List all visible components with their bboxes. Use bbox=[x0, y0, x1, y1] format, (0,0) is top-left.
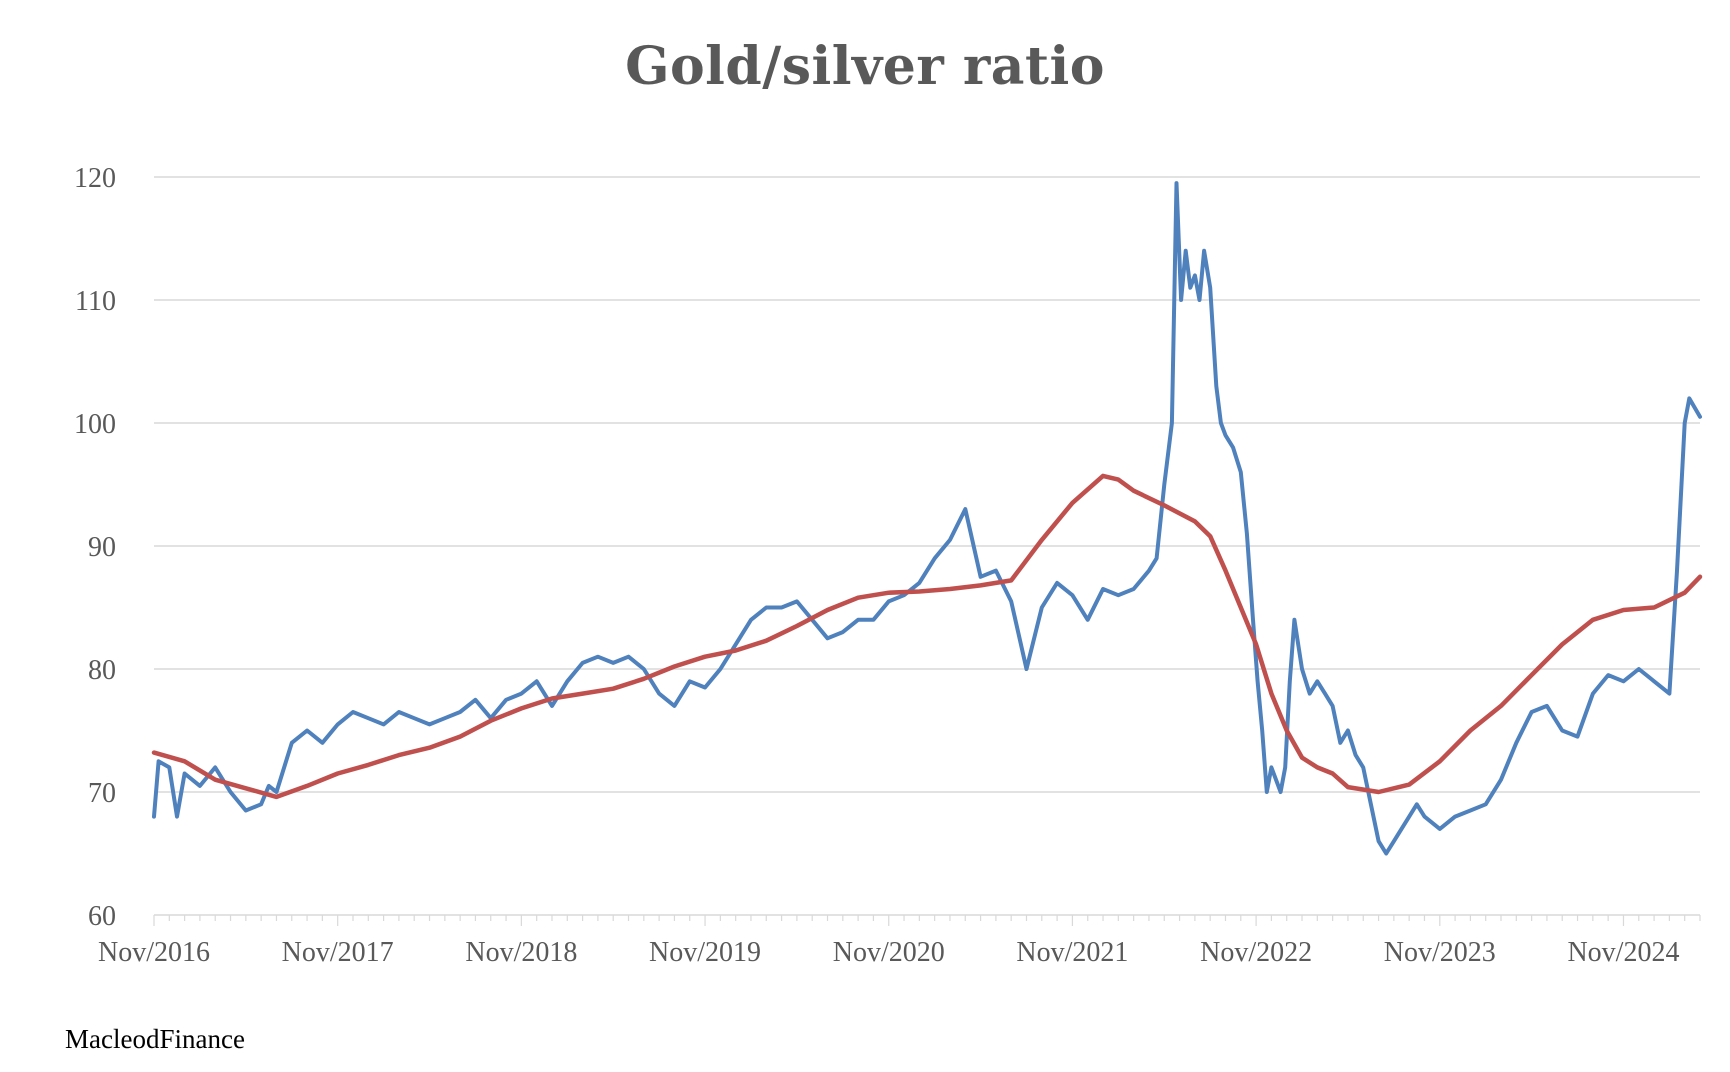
x-tick-label: Nov/2017 bbox=[282, 937, 394, 968]
y-tick-label: 80 bbox=[88, 655, 116, 686]
y-tick-label: 120 bbox=[74, 163, 116, 194]
y-tick-label: 70 bbox=[88, 778, 116, 809]
x-tick-label: Nov/2020 bbox=[833, 937, 945, 968]
x-tick-label: Nov/2018 bbox=[465, 937, 577, 968]
x-tick-label: Nov/2023 bbox=[1384, 937, 1496, 968]
series-line-moving-average bbox=[151, 473, 1703, 800]
x-tick-label: Nov/2022 bbox=[1200, 937, 1312, 968]
y-tick-label: 110 bbox=[75, 286, 116, 317]
y-tick-label: 60 bbox=[88, 901, 116, 932]
x-tick-label: Nov/2019 bbox=[649, 937, 761, 968]
x-axis: Nov/2016 Nov/2017 Nov/2018 Nov/2019 Nov/2020… bbox=[98, 914, 1701, 968]
series-lines bbox=[151, 181, 1703, 856]
x-tick-label: Nov/2016 bbox=[98, 937, 210, 968]
chart-title: Gold/silver ratio bbox=[625, 36, 1105, 97]
x-tick-label: Nov/2024 bbox=[1567, 937, 1679, 968]
series-line-ratio bbox=[152, 181, 1702, 856]
source-credit: MacleodFinance bbox=[65, 1024, 245, 1054]
gridlines bbox=[154, 176, 1700, 793]
y-tick-label: 90 bbox=[88, 532, 116, 563]
x-tick-label: Nov/2021 bbox=[1016, 937, 1128, 968]
y-axis-ticks: 60 70 80 90 100 110 120 bbox=[74, 163, 116, 932]
y-tick-label: 100 bbox=[74, 409, 116, 440]
